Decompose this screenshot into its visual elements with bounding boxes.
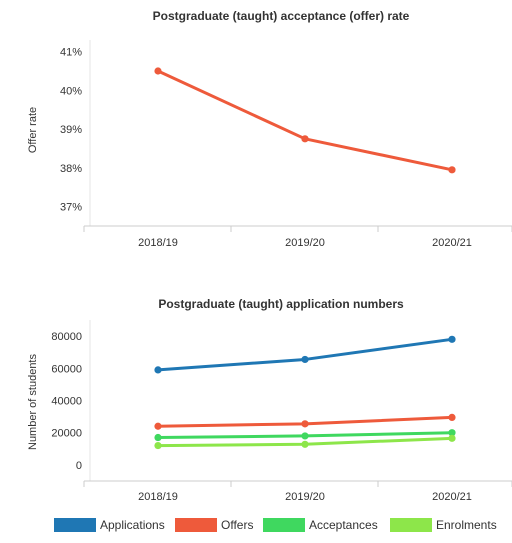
- application-numbers-applications-series: [154, 335, 456, 374]
- application-numbers-series: [154, 335, 456, 450]
- application-numbers-acceptances-point[interactable]: [448, 429, 456, 437]
- application-numbers-x-tick-label: 2020/21: [432, 491, 472, 503]
- application-numbers-chart-title: Postgraduate (taught) application number…: [158, 297, 404, 311]
- application-numbers-offers-point[interactable]: [301, 420, 309, 428]
- application-numbers-acceptances-series: [154, 429, 456, 442]
- application-numbers-x-tick-label: 2018/19: [138, 491, 178, 503]
- offer-rate-y-axis-label: Offer rate: [27, 107, 39, 153]
- legend-swatch: [175, 518, 217, 532]
- application-numbers-x-tick-label: 2019/20: [285, 491, 325, 503]
- offer-rate-series-1-point[interactable]: [448, 166, 456, 174]
- application-numbers-y-tick-label: 40000: [51, 396, 82, 408]
- application-numbers-y-ticks: 80000 60000 40000 20000 0: [51, 331, 82, 472]
- application-numbers-applications-point[interactable]: [301, 355, 309, 364]
- offer-rate-y-tick-label: 39%: [60, 124, 82, 136]
- legend-item-acceptances[interactable]: Acceptances: [263, 518, 378, 532]
- application-numbers-acceptances-point[interactable]: [301, 432, 309, 440]
- offer-rate-y-tick-label: 41%: [60, 47, 82, 59]
- application-numbers-enrolments-point[interactable]: [301, 440, 309, 448]
- offer-rate-series-1-line: [157, 69, 453, 172]
- legend-swatch: [390, 518, 432, 532]
- application-numbers-enrolments-series: [154, 434, 456, 450]
- application-numbers-y-tick-label: 0: [76, 460, 82, 472]
- application-numbers-applications-point[interactable]: [154, 366, 162, 374]
- offer-rate-x-tick-label: 2020/21: [432, 237, 472, 249]
- offer-rate-y-tick-label: 37%: [60, 202, 82, 214]
- offer-rate-series-1-point[interactable]: [154, 67, 162, 75]
- legend-label: Acceptances: [309, 518, 378, 532]
- offer-rate-x-tick-label: 2019/20: [285, 237, 325, 249]
- offer-rate-x-tick-label: 2018/19: [138, 237, 178, 249]
- application-numbers-y-axis-label: Number of students: [27, 354, 39, 450]
- application-numbers-acceptances-point[interactable]: [154, 433, 162, 442]
- offer-rate-y-ticks: 41% 40% 39% 38% 37%: [60, 47, 82, 214]
- application-numbers-offers-point[interactable]: [448, 413, 456, 422]
- application-numbers-applications-point[interactable]: [448, 335, 456, 343]
- application-numbers-x-ticks: 2018/19 2019/20 2020/21: [83, 481, 512, 503]
- offer-rate-series-1-series: [154, 67, 456, 174]
- application-numbers-offers-series: [154, 413, 456, 430]
- legend-label: Offers: [221, 518, 253, 532]
- offer-rate-series-1-point[interactable]: [301, 135, 309, 143]
- application-numbers-chart: Postgraduate (taught) application number…: [27, 297, 512, 503]
- offer-rate-chart: Postgraduate (taught) acceptance (offer)…: [27, 9, 512, 249]
- application-numbers-offers-point[interactable]: [154, 422, 162, 430]
- legend-item-applications[interactable]: Applications: [54, 518, 165, 532]
- legend-label: Applications: [100, 518, 165, 532]
- application-numbers-y-tick-label: 60000: [51, 363, 82, 375]
- legend-item-enrolments[interactable]: Enrolments: [390, 518, 497, 532]
- offer-rate-series: [154, 67, 456, 174]
- offer-rate-chart-title: Postgraduate (taught) acceptance (offer)…: [153, 9, 410, 23]
- legend-swatch: [54, 518, 96, 532]
- offer-rate-y-tick-label: 38%: [60, 163, 82, 175]
- application-numbers-y-tick-label: 20000: [51, 428, 82, 440]
- legend: Applications Offers Acceptances Enrolments: [54, 518, 497, 532]
- offer-rate-x-ticks: 2018/19 2019/20 2020/21: [83, 226, 512, 249]
- legend-item-offers[interactable]: Offers: [175, 518, 253, 532]
- application-numbers-enrolments-point[interactable]: [154, 441, 162, 450]
- application-numbers-applications-line: [157, 337, 453, 372]
- application-numbers-y-tick-label: 80000: [51, 331, 82, 343]
- legend-swatch: [263, 518, 305, 532]
- offer-rate-y-tick-label: 40%: [60, 85, 82, 97]
- legend-label: Enrolments: [436, 518, 497, 532]
- application-numbers-enrolments-point[interactable]: [448, 434, 456, 442]
